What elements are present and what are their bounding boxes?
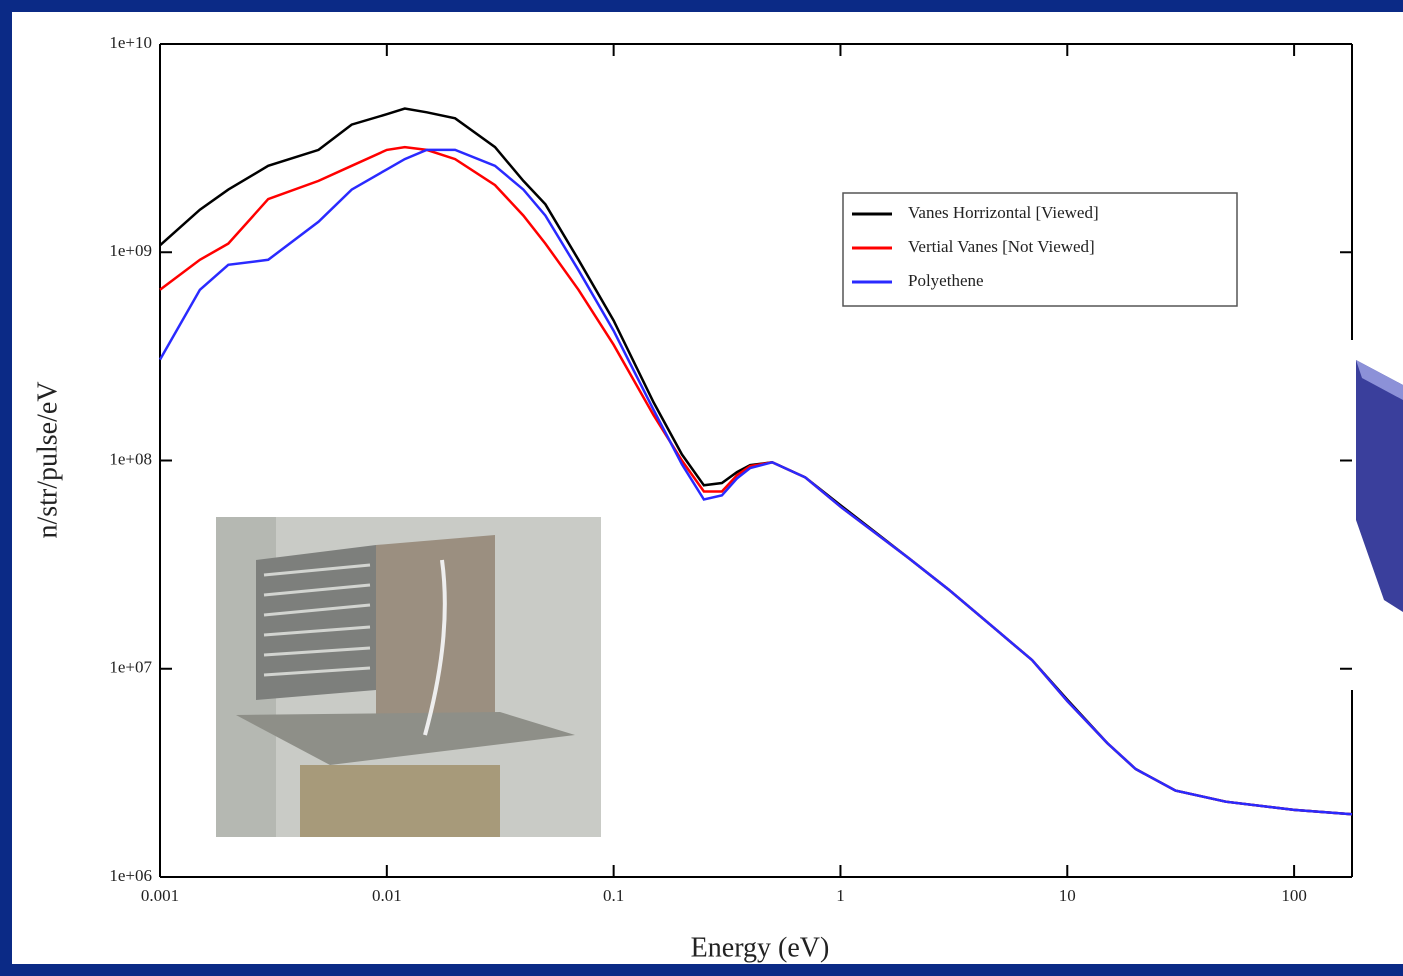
vane — [263, 603, 371, 617]
vane — [263, 563, 371, 577]
x-tick-label: 10 — [1059, 886, 1076, 905]
vane — [263, 666, 371, 677]
inset-photo — [216, 517, 601, 837]
legend-label: Vertial Vanes [Not Viewed] — [908, 237, 1095, 256]
y-tick-label: 1e+07 — [109, 658, 152, 677]
x-tick-label: 100 — [1281, 886, 1307, 905]
y-tick-label: 1e+10 — [109, 33, 152, 52]
series-line — [158, 148, 1353, 816]
photo-shelf — [236, 712, 575, 765]
photo-vanes — [263, 563, 371, 677]
photo-cable — [423, 559, 447, 736]
photo-base — [300, 765, 500, 837]
photo-box-side — [376, 535, 495, 735]
curves — [158, 107, 1353, 816]
x-tick-label: 1 — [836, 886, 845, 905]
y-axis-label: n/str/pulse/eV — [32, 381, 63, 538]
legend-box — [842, 192, 1238, 307]
x-tick-label: 0.001 — [141, 886, 179, 905]
y-tick-label: 1e+09 — [109, 241, 152, 260]
vane — [263, 583, 371, 597]
x-axis-label: Energy (eV) — [691, 932, 830, 963]
x-tick-label: 0.1 — [603, 886, 624, 905]
y-tick-label: 1e+08 — [109, 449, 152, 468]
photo-box-front — [256, 545, 376, 700]
vane — [263, 646, 371, 657]
y-tick-label: 1e+06 — [109, 866, 152, 885]
vane — [263, 625, 371, 637]
legend-label: Vanes Horrizontal [Viewed] — [908, 203, 1099, 222]
legend: Vanes Horrizontal [Viewed] Vertial Vanes … — [842, 192, 1238, 307]
decor-shape-top — [1356, 360, 1403, 400]
decor-shape — [1356, 360, 1403, 612]
plot-frame — [159, 43, 1353, 878]
legend-label: Polyethene — [908, 271, 984, 290]
x-tick-label: 0.01 — [372, 886, 402, 905]
legend-items: Vanes Horrizontal [Viewed] Vertial Vanes … — [852, 203, 1099, 290]
